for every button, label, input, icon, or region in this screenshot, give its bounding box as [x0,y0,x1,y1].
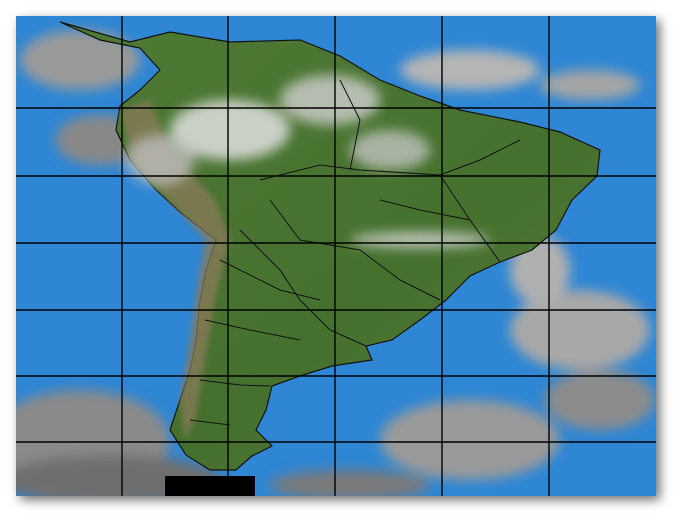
andes [120,100,230,440]
clouds-amazon [125,75,490,248]
satellite-map [16,16,656,496]
no-data-region [165,476,255,496]
satellite-map-frame [16,16,656,496]
grid [16,16,656,496]
borders [189,79,521,426]
